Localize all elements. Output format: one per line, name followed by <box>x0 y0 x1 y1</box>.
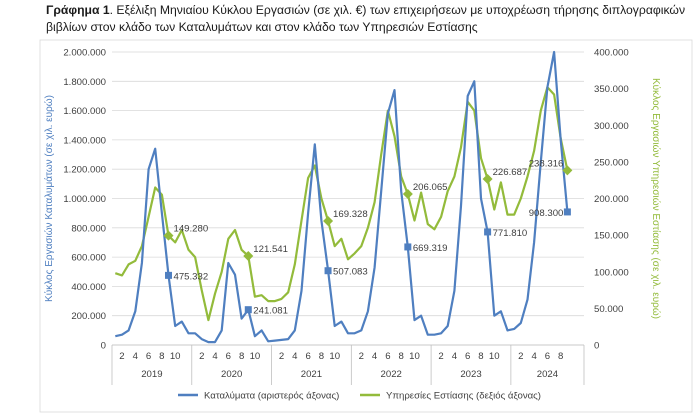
accommodation-data-label: 771.810 <box>493 228 528 239</box>
x-month-tick-label: 6 <box>465 351 470 362</box>
accommodation-data-label: 507.083 <box>333 267 368 278</box>
accommodation-data-label: 241.081 <box>253 306 288 317</box>
y-right-tick-label: 350.000 <box>594 84 629 95</box>
y-right-tick-label: 250.000 <box>594 157 629 168</box>
food-marker <box>323 215 334 226</box>
x-month-tick-label: 10 <box>489 351 500 362</box>
chart-frame <box>39 39 693 413</box>
y-left-tick-label: 0 <box>101 341 106 352</box>
food-marker <box>562 165 573 176</box>
figure-label: Γράφημα 1 <box>46 3 110 17</box>
accommodation-data-label: 669.319 <box>413 243 448 254</box>
accommodation-marker <box>165 271 173 279</box>
y-left-tick-label: 800.000 <box>71 223 106 234</box>
x-month-tick-label: 4 <box>531 351 537 362</box>
accommodation-marker <box>484 228 492 236</box>
accommodation-marker <box>404 243 412 251</box>
y-left-tick-label: 2.000.000 <box>63 48 106 59</box>
x-month-tick-label: 4 <box>452 351 458 362</box>
x-month-tick-label: 6 <box>146 351 151 362</box>
x-year-label: 2019 <box>141 369 162 380</box>
x-month-tick-label: 6 <box>305 351 310 362</box>
x-month-tick-label: 8 <box>159 351 164 362</box>
x-year-label: 2024 <box>537 369 559 380</box>
y-right-tick-label: 200.000 <box>594 194 629 205</box>
accommodation-marker <box>324 267 332 275</box>
x-month-tick-label: 8 <box>239 351 244 362</box>
food-marker <box>482 173 493 184</box>
food-marker <box>163 230 174 241</box>
accommodation-data-label: 908.300 <box>529 208 564 219</box>
x-year-label: 2021 <box>301 369 322 380</box>
food-data-label: 121.541 <box>253 244 288 255</box>
x-month-tick-label: 10 <box>250 351 261 362</box>
y-right-tick-label: 100.000 <box>594 267 629 278</box>
food-data-label: 238.316 <box>529 158 564 169</box>
x-month-tick-label: 10 <box>170 351 181 362</box>
food-data-label: 226.687 <box>493 167 528 178</box>
x-month-tick-label: 2 <box>438 351 443 362</box>
y-left-tick-label: 1.000.000 <box>63 194 106 205</box>
accommodation-marker <box>244 306 252 314</box>
y-left-tick-label: 1.200.000 <box>63 165 106 176</box>
x-month-tick-label: 10 <box>329 351 340 362</box>
x-month-tick-label: 6 <box>545 351 550 362</box>
x-month-tick-label: 4 <box>212 351 218 362</box>
food-marker <box>402 189 413 200</box>
accommodation-marker <box>563 208 571 216</box>
y-right-tick-label: 50.000 <box>594 304 623 315</box>
x-month-tick-label: 10 <box>409 351 420 362</box>
y-left-axis-label: Κύκλος Εργασιών Καταλυμάτων (σε χιλ. ευρ… <box>43 95 55 302</box>
x-month-tick-label: 2 <box>199 351 204 362</box>
x-month-tick-label: 8 <box>478 351 483 362</box>
x-month-tick-label: 2 <box>119 351 124 362</box>
food-data-label: 206.065 <box>413 182 448 193</box>
x-year-label: 2022 <box>381 369 402 380</box>
y-left-tick-label: 200.000 <box>71 311 106 322</box>
x-month-tick-label: 8 <box>399 351 404 362</box>
x-month-tick-label: 2 <box>279 351 284 362</box>
y-right-tick-label: 0 <box>594 341 599 352</box>
y-left-tick-label: 1.800.000 <box>63 77 106 88</box>
x-year-label: 2023 <box>460 369 481 380</box>
food-marker <box>243 250 254 261</box>
food-data-label: 149.280 <box>174 224 209 235</box>
y-left-tick-label: 400.000 <box>71 282 106 293</box>
series-line-accommodation <box>115 50 569 344</box>
x-year-label: 2020 <box>221 369 242 380</box>
x-month-tick-label: 6 <box>226 351 231 362</box>
y-left-tick-label: 1.400.000 <box>63 135 106 146</box>
y-right-tick-label: 150.000 <box>594 231 629 242</box>
x-month-tick-label: 8 <box>558 351 563 362</box>
x-month-tick-label: 2 <box>518 351 523 362</box>
series-line-food-services <box>114 86 569 322</box>
y-right-axis-label: Κύκλος Εργασιών Υπηρεσιών Εστίασης (σε χ… <box>650 78 662 319</box>
x-month-tick-label: 4 <box>133 351 139 362</box>
x-month-tick-label: 4 <box>292 351 298 362</box>
y-right-tick-label: 400.000 <box>594 48 629 59</box>
x-month-tick-label: 8 <box>319 351 324 362</box>
x-month-tick-label: 2 <box>359 351 364 362</box>
legend-label-accommodation: Καταλύματα (αριστερός άξονας) <box>204 391 339 402</box>
y-left-tick-label: 600.000 <box>71 253 106 264</box>
x-month-tick-label: 4 <box>372 351 378 362</box>
accommodation-data-label: 475.332 <box>174 271 209 282</box>
legend-label-food: Υπηρεσίες Εστίασης (δεξιός άξονας) <box>386 391 541 402</box>
food-data-label: 169.328 <box>333 209 368 220</box>
x-month-tick-label: 6 <box>385 351 390 362</box>
chart-title: Γράφημα 1. Εξέλιξη Μηνιαίου Κύκλου Εργασ… <box>46 2 686 35</box>
y-left-tick-label: 1.600.000 <box>63 106 106 117</box>
y-right-tick-label: 300.000 <box>594 121 629 132</box>
figure-caption: . Εξέλιξη Μηνιαίου Κύκλου Εργασιών (σε χ… <box>46 3 686 34</box>
